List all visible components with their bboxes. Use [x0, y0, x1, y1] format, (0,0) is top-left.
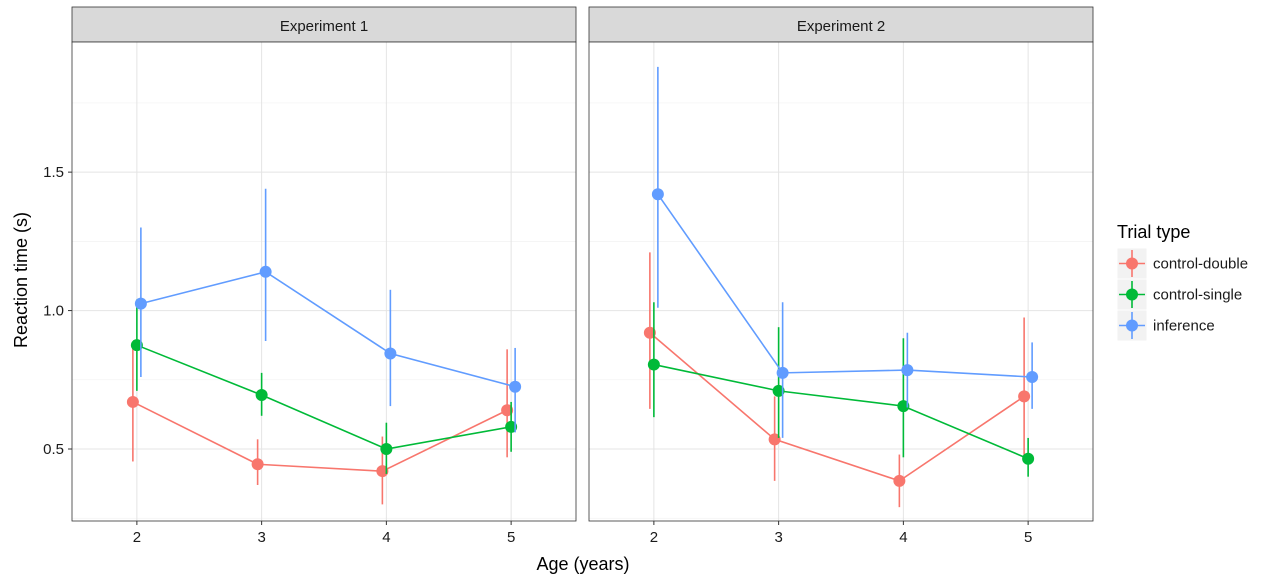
x-tick-label: 2 — [650, 529, 658, 546]
panel-2: Experiment 2 2 3 4 5 — [588, 6, 1094, 546]
data-point — [1026, 371, 1039, 384]
facet-title: Experiment 1 — [280, 18, 368, 35]
legend-key-point — [1126, 319, 1138, 332]
data-point — [505, 420, 518, 433]
data-point — [384, 347, 397, 360]
data-point — [893, 474, 906, 487]
y-tick-label: 1.5 — [43, 164, 64, 181]
panels: Experiment 1 2 3 4 5 Experiment 2 2 3 4 5 — [71, 6, 1094, 546]
x-tick-label: 4 — [382, 529, 390, 546]
facet-strip — [588, 6, 1094, 43]
series-line — [653, 363, 1029, 460]
series-line — [657, 193, 1033, 378]
legend-entry-control-single: control-single — [1116, 278, 1242, 311]
x-tick-label: 3 — [774, 529, 782, 546]
data-point — [251, 458, 264, 471]
axes-text: Reaction time (s) Age (years) 0.5 1.0 1.5 — [11, 164, 630, 574]
data-point — [126, 395, 139, 408]
x-tick-label: 5 — [1024, 529, 1032, 546]
series-control-single — [130, 299, 518, 474]
x-tick-label: 5 — [507, 529, 515, 546]
data-point — [255, 389, 268, 402]
plot-background — [72, 42, 576, 521]
data-point — [643, 326, 656, 339]
legend-key-point — [1126, 288, 1138, 301]
data-point — [1022, 452, 1035, 465]
data-point — [501, 404, 514, 417]
series-control-single — [647, 302, 1035, 477]
legend-label: control-single — [1153, 287, 1242, 304]
data-point — [772, 384, 785, 397]
data-point — [380, 443, 393, 456]
x-tick-label: 4 — [899, 529, 907, 546]
legend-label: control-double — [1153, 256, 1248, 273]
data-point — [259, 265, 272, 278]
panel-border — [588, 41, 1094, 522]
y-tick-label: 0.5 — [43, 441, 64, 458]
plot-background — [589, 42, 1093, 521]
legend-label: inference — [1153, 318, 1215, 335]
series-line — [140, 270, 516, 388]
legend-entry-inference: inference — [1116, 309, 1215, 342]
panel-border — [71, 41, 577, 522]
data-point — [647, 358, 660, 371]
data-point — [651, 188, 664, 201]
facet-strip — [71, 6, 577, 43]
data-point — [134, 297, 147, 310]
series-line — [649, 332, 1025, 482]
y-axis-label: Reaction time (s) — [11, 212, 31, 348]
data-point — [130, 339, 143, 352]
legend-title: Trial type — [1117, 222, 1190, 242]
data-point — [376, 465, 389, 478]
panel-1: Experiment 1 2 3 4 5 — [71, 6, 577, 546]
data-point — [776, 366, 789, 379]
x-tick-label: 3 — [257, 529, 265, 546]
series-control-double — [643, 252, 1031, 508]
data-point — [901, 364, 914, 377]
y-tick-label: 1.0 — [43, 303, 64, 320]
data-point — [509, 380, 522, 393]
x-axis-label: Age (years) — [536, 554, 629, 574]
legend-entry-control-double: control-double — [1116, 247, 1248, 280]
legend-key-point — [1126, 257, 1138, 270]
series-line — [136, 344, 512, 450]
legend: Trial type control-double control-single i… — [1116, 222, 1248, 342]
series-line — [132, 401, 508, 472]
x-tick-label: 2 — [133, 529, 141, 546]
series-inference — [651, 66, 1039, 438]
data-point — [897, 400, 910, 413]
series-inference — [134, 188, 522, 433]
facet-title: Experiment 2 — [797, 18, 885, 35]
series-control-double — [126, 347, 514, 505]
data-point — [768, 433, 781, 446]
data-point — [1018, 390, 1031, 403]
